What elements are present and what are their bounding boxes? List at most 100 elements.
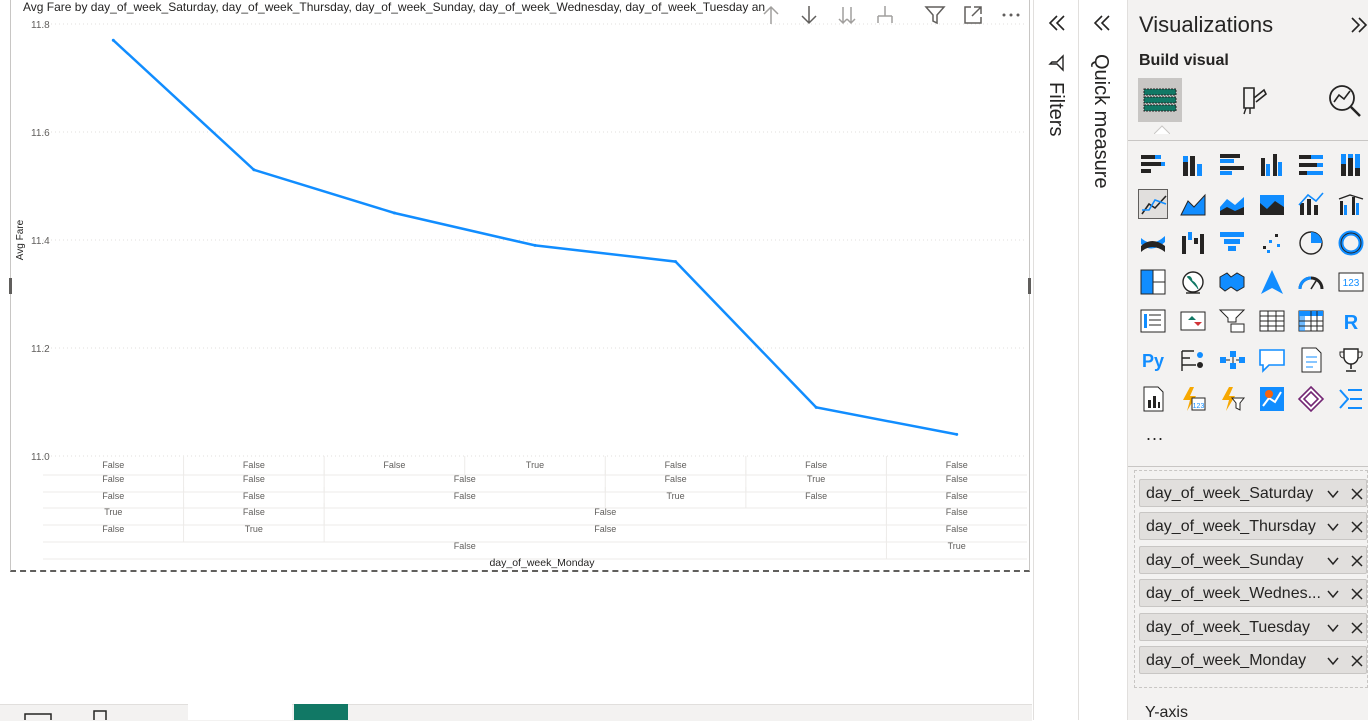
analytics-tab[interactable] — [1322, 78, 1366, 122]
expand-quick-measure-icon[interactable] — [1091, 12, 1113, 34]
quick-measure-label[interactable]: Quick measure — [1090, 54, 1112, 189]
collapse-pane-icon[interactable] — [1348, 14, 1368, 36]
map-icon[interactable] — [1178, 267, 1208, 297]
matrix-icon[interactable] — [1296, 306, 1326, 336]
pie-icon[interactable] — [1296, 228, 1326, 258]
filled-map-icon[interactable] — [1217, 267, 1247, 297]
field-pill[interactable]: day_of_week_Saturday — [1139, 479, 1367, 507]
field-pill-label: day_of_week_Monday — [1146, 652, 1307, 669]
category-label: False — [665, 474, 687, 484]
funnel-icon[interactable] — [1217, 228, 1247, 258]
category-label: False — [665, 460, 687, 470]
resize-handle-right[interactable] — [1028, 278, 1031, 294]
scatter-icon[interactable] — [1257, 228, 1287, 258]
build-visual-tab[interactable] — [1138, 78, 1182, 122]
format-visual-tab[interactable] — [1232, 78, 1276, 122]
category-label: False — [243, 507, 265, 517]
chevron-down-icon[interactable] — [1326, 654, 1340, 668]
field-pill[interactable]: day_of_week_Wednes... — [1139, 579, 1367, 608]
100-column-icon[interactable] — [1336, 150, 1366, 180]
chevron-down-icon[interactable] — [1326, 621, 1340, 635]
page-tab-active[interactable] — [294, 704, 348, 720]
remove-field-icon[interactable] — [1350, 654, 1364, 668]
data-point — [814, 405, 818, 409]
key-influencers-icon[interactable] — [1178, 345, 1208, 375]
double-arrow-down-icon[interactable] — [836, 4, 858, 26]
multirow-card-icon[interactable] — [1138, 306, 1168, 336]
x-axis-title: day_of_week_Monday — [489, 557, 595, 569]
stacked-bar-icon[interactable] — [1138, 150, 1168, 180]
arcgis-icon[interactable] — [1257, 384, 1287, 414]
more-options-icon[interactable] — [1000, 4, 1022, 26]
donut-icon[interactable] — [1336, 228, 1366, 258]
chevron-down-icon[interactable] — [1326, 587, 1340, 601]
page-view-icon[interactable] — [24, 710, 54, 720]
stacked-area-icon[interactable] — [1217, 189, 1247, 219]
slicer-icon[interactable] — [1217, 306, 1247, 336]
field-pill[interactable]: day_of_week_Tuesday — [1139, 612, 1367, 641]
focus-mode-icon[interactable] — [962, 4, 984, 26]
x-axis-field-well[interactable]: day_of_week_Saturday day_of_week_Thursday… — [1134, 470, 1368, 688]
filter-icon[interactable] — [924, 4, 946, 26]
stacked-column-icon[interactable] — [1178, 150, 1208, 180]
100-bar-icon[interactable] — [1296, 150, 1326, 180]
line-chart-icon[interactable] — [1138, 189, 1168, 219]
category-label: True — [104, 507, 122, 517]
line-chart-visual[interactable]: Avg Fare by day_of_week_Saturday, day_of… — [9, 0, 1031, 572]
waterfall-icon[interactable] — [1178, 228, 1208, 258]
quick-measure-pane-collapsed[interactable]: Quick measure — [1078, 0, 1123, 720]
card-icon[interactable]: 123 — [1336, 267, 1366, 297]
remove-field-icon[interactable] — [1350, 520, 1364, 534]
treemap-icon[interactable] — [1138, 267, 1168, 297]
chevron-down-icon[interactable] — [1326, 554, 1340, 568]
100-area-icon[interactable] — [1257, 189, 1287, 219]
field-pill[interactable]: day_of_week_Thursday — [1139, 512, 1367, 541]
table-icon[interactable] — [1257, 306, 1287, 336]
smart-narrative-icon[interactable] — [1296, 345, 1326, 375]
area-chart-icon[interactable] — [1178, 189, 1208, 219]
ribbon-chart-icon[interactable] — [1138, 228, 1168, 258]
resize-handle-left[interactable] — [9, 278, 12, 294]
powerapps-icon[interactable] — [1217, 384, 1247, 414]
remove-field-icon[interactable] — [1350, 554, 1364, 568]
remove-field-icon[interactable] — [1350, 621, 1364, 635]
remove-field-icon[interactable] — [1350, 587, 1364, 601]
paginated-report-icon[interactable] — [1138, 384, 1168, 414]
filters-pane-collapsed[interactable]: Filters — [1033, 0, 1078, 720]
line-column-icon[interactable] — [1296, 189, 1326, 219]
clustered-column-icon[interactable] — [1257, 150, 1287, 180]
line-clustered-column-icon[interactable] — [1336, 189, 1366, 219]
power-automate-icon[interactable]: 123 — [1178, 384, 1208, 414]
field-pill[interactable]: day_of_week_Monday — [1139, 646, 1367, 674]
field-pill-label: day_of_week_Sunday — [1146, 551, 1304, 569]
filters-label[interactable]: Filters — [1045, 82, 1067, 137]
report-canvas[interactable]: Avg Fare by day_of_week_Saturday, day_of… — [0, 0, 1032, 721]
expand-hierarchy-icon[interactable] — [874, 4, 896, 26]
metrics-icon[interactable] — [1336, 345, 1366, 375]
qna-icon[interactable] — [1257, 345, 1287, 375]
clustered-bar-icon[interactable] — [1217, 150, 1247, 180]
more-visuals-icon[interactable] — [1336, 384, 1366, 414]
chevron-down-icon[interactable] — [1326, 520, 1340, 534]
python-visual-icon[interactable]: Py — [1138, 345, 1168, 375]
category-label: False — [594, 507, 616, 517]
arrow-down-icon[interactable] — [798, 4, 820, 26]
data-point — [252, 168, 256, 172]
field-pill[interactable]: day_of_week_Sunday — [1139, 545, 1367, 574]
kpi-icon[interactable] — [1178, 306, 1208, 336]
expand-filters-icon[interactable] — [1046, 12, 1068, 34]
gauge-icon[interactable] — [1296, 267, 1326, 297]
decomposition-tree-icon[interactable] — [1217, 345, 1247, 375]
mobile-layout-icon[interactable] — [92, 708, 110, 720]
chevron-down-icon[interactable] — [1326, 487, 1340, 501]
build-visual-label: Build visual — [1139, 52, 1229, 69]
more-visuals-ellipsis[interactable]: ... — [1146, 424, 1165, 444]
data-point — [111, 38, 115, 42]
remove-field-icon[interactable] — [1350, 487, 1364, 501]
power-apps-icon[interactable] — [1296, 384, 1326, 414]
arrow-up-icon[interactable] — [760, 4, 782, 26]
category-label: False — [946, 507, 968, 517]
azure-map-icon[interactable] — [1257, 267, 1287, 297]
page-tab[interactable] — [188, 704, 292, 720]
r-visual-icon[interactable]: R — [1336, 306, 1366, 336]
